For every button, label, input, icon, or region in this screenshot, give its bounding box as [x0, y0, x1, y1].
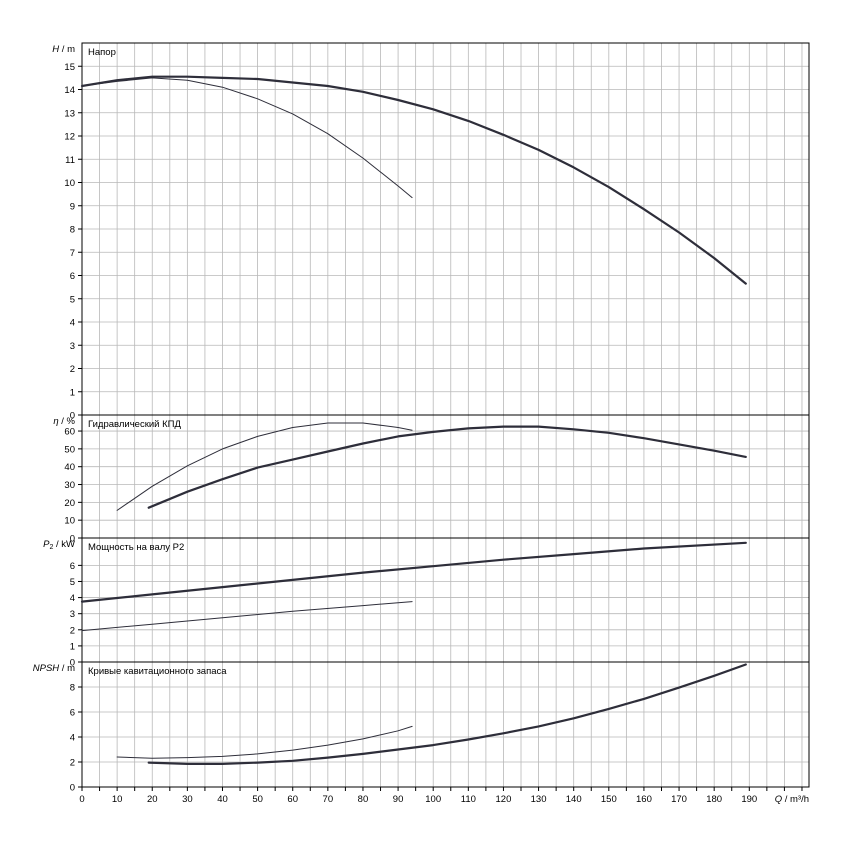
- head-y-tick-label: 3: [70, 341, 75, 352]
- npsh-y-tick-label: 8: [70, 683, 75, 694]
- x-tick-label: 20: [147, 794, 158, 805]
- x-tick-label: 60: [287, 794, 298, 805]
- eta-y-tick-label: 20: [64, 498, 75, 509]
- power-y-tick-label: 0: [70, 658, 75, 669]
- npsh-curve-full-speed: [147, 663, 747, 765]
- head-y-tick-label: 12: [64, 132, 75, 143]
- eta-y-tick-label: 50: [64, 444, 75, 455]
- head-y-tick-label: 7: [70, 248, 75, 259]
- x-tick-label: 30: [182, 794, 193, 805]
- x-tick-label: 80: [358, 794, 369, 805]
- x-tick-label: 40: [217, 794, 228, 805]
- power-panel-title: Мощность на валу P2: [88, 542, 184, 553]
- power-y-tick-label: 2: [70, 625, 75, 636]
- eta-curve-full-speed: [147, 425, 747, 509]
- eta-y-tick-label: 10: [64, 516, 75, 527]
- npsh-y-tick-label: 0: [70, 783, 75, 794]
- head-panel-title: Напор: [88, 47, 116, 58]
- x-tick-label: 110: [461, 794, 476, 805]
- power-panel-frame: [81, 537, 810, 663]
- head-y-axis-label: H / m: [52, 44, 75, 55]
- npsh-y-tick-label: 2: [70, 758, 75, 769]
- power-curve-reduced: [81, 601, 413, 632]
- head-y-tick-label: 8: [70, 225, 75, 236]
- x-tick-label: 170: [671, 794, 687, 805]
- head-y-tick-label: 0: [70, 411, 75, 422]
- npsh-y-tick-label: 4: [70, 733, 75, 744]
- x-tick-label: 190: [741, 794, 757, 805]
- head-y-tick-label: 4: [70, 318, 75, 329]
- head-y-tick-label: 15: [64, 62, 75, 73]
- head-y-tick-label: 13: [64, 108, 75, 119]
- grid-layer: [82, 43, 809, 787]
- x-tick-label: 0: [79, 794, 84, 805]
- npsh-y-axis-label: NPSH / m: [33, 663, 75, 674]
- head-y-tick-label: 6: [70, 271, 75, 282]
- frame-layer: [78, 42, 810, 791]
- power-y-tick-label: 6: [70, 561, 75, 572]
- npsh-y-tick-label: 6: [70, 708, 75, 719]
- x-tick-label: 100: [425, 794, 441, 805]
- head-y-tick-label: 5: [70, 294, 75, 305]
- x-tick-label: 120: [496, 794, 512, 805]
- npsh-panel-frame: [81, 661, 810, 788]
- x-tick-label: 130: [531, 794, 547, 805]
- x-tick-label: 10: [112, 794, 123, 805]
- eta-panel-frame: [81, 414, 810, 539]
- power-y-axis-label: P2 / kW: [43, 539, 75, 551]
- head-y-tick-label: 1: [70, 387, 75, 398]
- head-y-tick-label: 9: [70, 201, 75, 212]
- head-y-tick-label: 14: [64, 85, 75, 96]
- x-axis-label: Q / m³/h: [775, 794, 809, 805]
- head-y-tick-label: 10: [64, 178, 75, 189]
- x-tick-label: 140: [566, 794, 582, 805]
- head-y-tick-label: 11: [65, 155, 75, 166]
- x-tick-label: 160: [636, 794, 652, 805]
- x-tick-label: 150: [601, 794, 617, 805]
- eta-y-tick-label: 0: [70, 534, 75, 545]
- eta-y-tick-label: 30: [64, 480, 75, 491]
- eta-panel-title: Гидравлический КПД: [88, 419, 181, 430]
- power-y-tick-label: 5: [70, 577, 75, 588]
- npsh-curve-reduced: [116, 725, 413, 759]
- power-y-tick-label: 4: [70, 593, 75, 604]
- eta-y-axis-label: η / %: [53, 416, 75, 427]
- eta-y-tick-label: 40: [64, 462, 75, 473]
- x-tick-label: 90: [393, 794, 404, 805]
- x-tick-label: 70: [323, 794, 334, 805]
- eta-curve-reduced: [116, 422, 413, 511]
- power-curve-full-speed: [80, 541, 747, 603]
- x-tick-label: 180: [706, 794, 722, 805]
- head-curve-full-speed: [80, 75, 747, 285]
- npsh-panel-title: Кривые кавитационного запаса: [88, 666, 227, 677]
- eta-y-tick-label: 60: [64, 427, 75, 438]
- curve-layer: [80, 75, 747, 765]
- x-tick-label: 50: [252, 794, 263, 805]
- power-y-tick-label: 3: [70, 609, 75, 620]
- head-curve-reduced: [81, 77, 413, 199]
- head-y-tick-label: 2: [70, 364, 75, 375]
- power-y-tick-label: 1: [70, 641, 75, 652]
